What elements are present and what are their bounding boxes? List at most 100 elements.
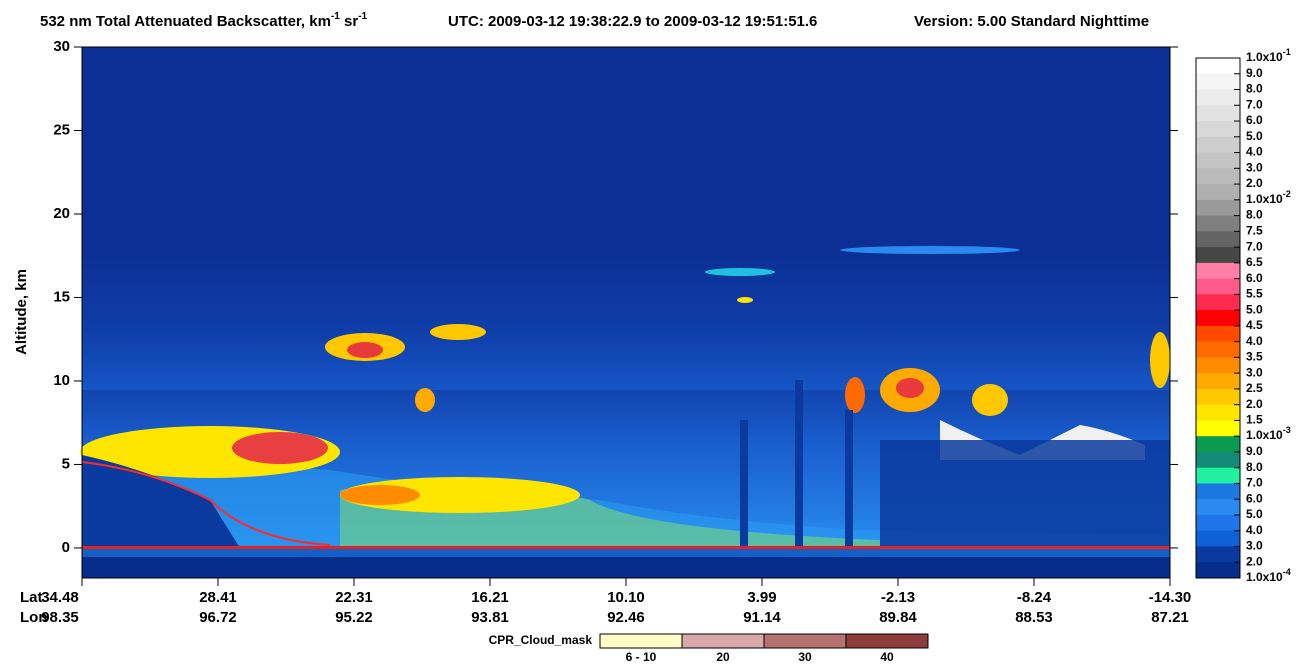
colorbar-label: 7.0 xyxy=(1246,239,1263,253)
lat-label: -14.30 xyxy=(1149,589,1192,606)
colorbar-label: 5.0 xyxy=(1246,507,1263,521)
colorbar-bin xyxy=(1196,105,1240,122)
colorbar-label: 1.0x10-3 xyxy=(1246,426,1291,443)
colorbar-label: 2.0 xyxy=(1246,176,1263,190)
colorbar-bin xyxy=(1196,294,1240,311)
lon-label: 93.81 xyxy=(471,609,509,626)
colorbar-label: 3.0 xyxy=(1246,365,1263,379)
lon-label: 96.72 xyxy=(199,609,237,626)
backscatter-image xyxy=(80,47,1170,578)
lon-label: 91.14 xyxy=(743,609,781,626)
colorbar-label: 5.0 xyxy=(1246,302,1263,316)
colorbar-label: 1.0x10-2 xyxy=(1246,189,1291,206)
lon-label: 92.46 xyxy=(607,609,645,626)
colorbar-bin xyxy=(1196,121,1240,138)
colorbar-bin xyxy=(1196,388,1240,406)
colorbar-label: 8.0 xyxy=(1246,460,1263,474)
colorbar-label: 8.0 xyxy=(1246,82,1263,96)
cpr-legend-swatch xyxy=(763,633,847,649)
colorbar-bin xyxy=(1196,325,1240,343)
colorbar-label: 4.0 xyxy=(1246,334,1263,348)
lat-label: -2.13 xyxy=(881,589,915,606)
colorbar-bin xyxy=(1196,199,1240,217)
lon-label: 88.53 xyxy=(1015,609,1053,626)
colorbar-bin xyxy=(1196,546,1240,563)
title-exp: -1 xyxy=(358,11,367,22)
title-version: Version: 5.00 Standard Nighttime xyxy=(914,13,1149,30)
y-tick-label: 0 xyxy=(62,539,70,556)
colorbar-bin xyxy=(1196,168,1240,185)
colorbar-label: 9.0 xyxy=(1246,444,1263,458)
colorbar-label: 8.0 xyxy=(1246,208,1263,222)
colorbar-label: 5.5 xyxy=(1246,287,1263,301)
y-tick-label: 5 xyxy=(62,455,70,472)
chart-title: 532 nm Total Attenuated Backscatter, km-… xyxy=(40,11,368,30)
y-tick-label: 25 xyxy=(53,121,70,138)
y-tick-label: 15 xyxy=(53,288,70,305)
lon-label: 87.21 xyxy=(1151,609,1189,626)
colorbar-label: 6.0 xyxy=(1246,271,1263,285)
y-tick-label: 10 xyxy=(53,372,70,389)
colorbar-bin xyxy=(1196,514,1240,532)
cpr-legend-title: CPR_Cloud_mask xyxy=(489,633,593,647)
colorbar-bin xyxy=(1196,451,1240,469)
colorbar-bin xyxy=(1196,215,1240,232)
colorbar-bin xyxy=(1196,278,1240,295)
colorbar-label: 5.0 xyxy=(1246,129,1263,143)
colorbar-label: 6.5 xyxy=(1246,255,1263,269)
y-tick-label: 20 xyxy=(53,205,70,222)
colorbar-bin xyxy=(1196,247,1240,264)
colorbar-bin xyxy=(1196,58,1240,75)
cpr-legend-swatch xyxy=(845,633,929,649)
colorbar-label: 3.0 xyxy=(1246,160,1263,174)
colorbar-bin xyxy=(1196,562,1240,579)
colorbar-label: 2.0 xyxy=(1246,397,1263,411)
lat-label: 10.10 xyxy=(607,589,645,606)
colorbar-bin xyxy=(1196,136,1240,154)
colorbar-label: 4.0 xyxy=(1246,523,1263,537)
colorbar-label: 7.0 xyxy=(1246,97,1263,111)
title-exp: -1 xyxy=(331,11,340,22)
colorbar-bin xyxy=(1196,499,1240,516)
colorbar-bin xyxy=(1196,310,1240,327)
colorbar-bin xyxy=(1196,530,1240,547)
colorbar-frame xyxy=(1195,57,1241,579)
title-utc: UTC: 2009-03-12 19:38:22.9 to 2009-03-12… xyxy=(448,13,817,30)
cpr-legend-swatch xyxy=(681,633,765,649)
colorbar-bin xyxy=(1196,420,1240,437)
colorbar-bin xyxy=(1196,184,1240,201)
lat-label: 3.99 xyxy=(747,589,776,606)
lat-label: 16.21 xyxy=(471,589,509,606)
lon-label: 95.22 xyxy=(335,609,373,626)
colorbar-label: 7.0 xyxy=(1246,476,1263,490)
colorbar-bin xyxy=(1196,341,1240,358)
colorbar-label: 7.5 xyxy=(1246,224,1263,238)
colorbar-bin xyxy=(1196,262,1240,280)
colorbar-label-exp: -2 xyxy=(1283,189,1291,199)
colorbar-bin xyxy=(1196,373,1240,390)
cpr-legend-label: 40 xyxy=(880,650,894,664)
colorbar-label: 1.0x10-1 xyxy=(1246,47,1291,64)
lat-row-label: Lat xyxy=(20,589,43,606)
lon-label: 98.35 xyxy=(41,609,79,626)
colorbar-label: 4.0 xyxy=(1246,145,1263,159)
y-axis-label: Altitude, km xyxy=(13,269,30,355)
colorbar-label-base: 1.0x10 xyxy=(1246,428,1283,442)
colorbar-bin xyxy=(1196,483,1240,500)
colorbar-label-exp: -3 xyxy=(1283,426,1291,436)
lon-label: 89.84 xyxy=(879,609,917,626)
cpr-legend-swatch xyxy=(599,633,683,649)
colorbar-bin xyxy=(1196,467,1240,484)
lat-label: 22.31 xyxy=(335,589,373,606)
lon-row-label: Lon xyxy=(20,609,48,626)
colorbar-label: 3.5 xyxy=(1246,350,1263,364)
colorbar-label: 6.0 xyxy=(1246,113,1263,127)
colorbar-bin xyxy=(1196,231,1240,248)
colorbar-label: 9.0 xyxy=(1246,66,1263,80)
cpr-legend-label: 6 - 10 xyxy=(626,650,657,664)
colorbar-bin xyxy=(1196,404,1240,421)
title-main: 532 nm Total Attenuated Backscatter, km xyxy=(40,13,331,30)
colorbar-label-exp: -4 xyxy=(1283,567,1291,577)
colorbar-bin xyxy=(1196,73,1240,91)
